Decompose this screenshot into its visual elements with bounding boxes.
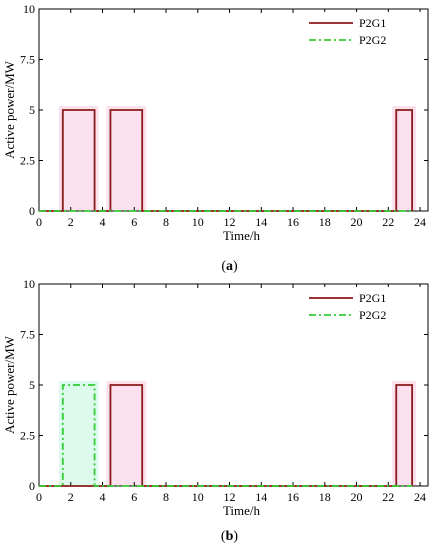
legend-label-p2g1: P2G1 [359,291,386,305]
x-tick-label: 10 [192,215,204,229]
x-tick-label: 22 [382,215,394,229]
y-axis-label: Active power/MW [2,335,17,434]
y-tick-label: 2.5 [20,154,35,168]
pulse-highlight [392,106,417,211]
y-tick-label: 7.5 [20,53,35,67]
x-tick-label: 10 [192,490,204,504]
legend-box [303,287,423,327]
x-tick-label: 8 [163,490,169,504]
y-tick-label: 5 [29,103,35,117]
x-tick-label: 8 [163,215,169,229]
pulse-highlight [106,106,147,211]
x-tick-label: 2 [68,490,74,504]
x-axis-label: Time/h [223,503,261,518]
pulse-highlight [58,106,99,211]
x-tick-label: 2 [68,215,74,229]
series-line-p2g2 [39,384,413,487]
y-tick-label: 0 [29,204,35,218]
x-tick-label: 20 [351,215,363,229]
x-tick-label: 14 [255,215,267,229]
chart-panel-a: 0 2 4 6 8 10 12 14 16 18 20 22 2402.557.510Time/hAct… [2,2,429,274]
x-tick-label: 6 [131,215,137,229]
x-tick-label: 20 [351,490,363,504]
x-tick-label: 12 [224,215,236,229]
y-tick-label: 10 [23,277,35,291]
y-tick-label: 10 [23,2,35,16]
y-axis-label: Active power/MW [2,60,17,159]
pulse-highlight [106,381,147,486]
x-tick-label: 18 [319,215,331,229]
pulse-highlight [392,381,417,486]
x-tick-label: 0 [36,215,42,229]
panel-label: (b) [221,529,238,544]
legend-box [303,12,423,52]
y-tick-label: 0 [29,479,35,493]
x-tick-label: 18 [319,490,331,504]
x-tick-label: 12 [224,490,236,504]
chart-panel-b: 0 2 4 6 8 10 12 14 16 18 20 22 2402.557.510Time/hAct… [2,277,429,544]
x-tick-label: 16 [287,215,299,229]
y-tick-label: 7.5 [20,328,35,342]
series-line-p2g1 [39,109,414,212]
pulse-highlight [58,381,99,486]
y-tick-label: 5 [29,378,35,392]
x-tick-label: 4 [100,215,106,229]
x-tick-label: 4 [100,490,106,504]
x-tick-label: 6 [131,490,137,504]
x-tick-label: 24 [414,490,426,504]
x-axis-label: Time/h [223,228,261,243]
panel-label: (a) [221,259,238,274]
x-tick-label: 22 [382,490,394,504]
x-tick-label: 24 [414,215,426,229]
x-tick-label: 16 [287,490,299,504]
legend-label-p2g2: P2G2 [359,33,386,47]
x-tick-label: 14 [255,490,267,504]
x-tick-label: 0 [36,490,42,504]
y-tick-label: 2.5 [20,429,35,443]
legend-label-p2g1: P2G1 [359,16,386,30]
legend-label-p2g2: P2G2 [359,308,386,322]
